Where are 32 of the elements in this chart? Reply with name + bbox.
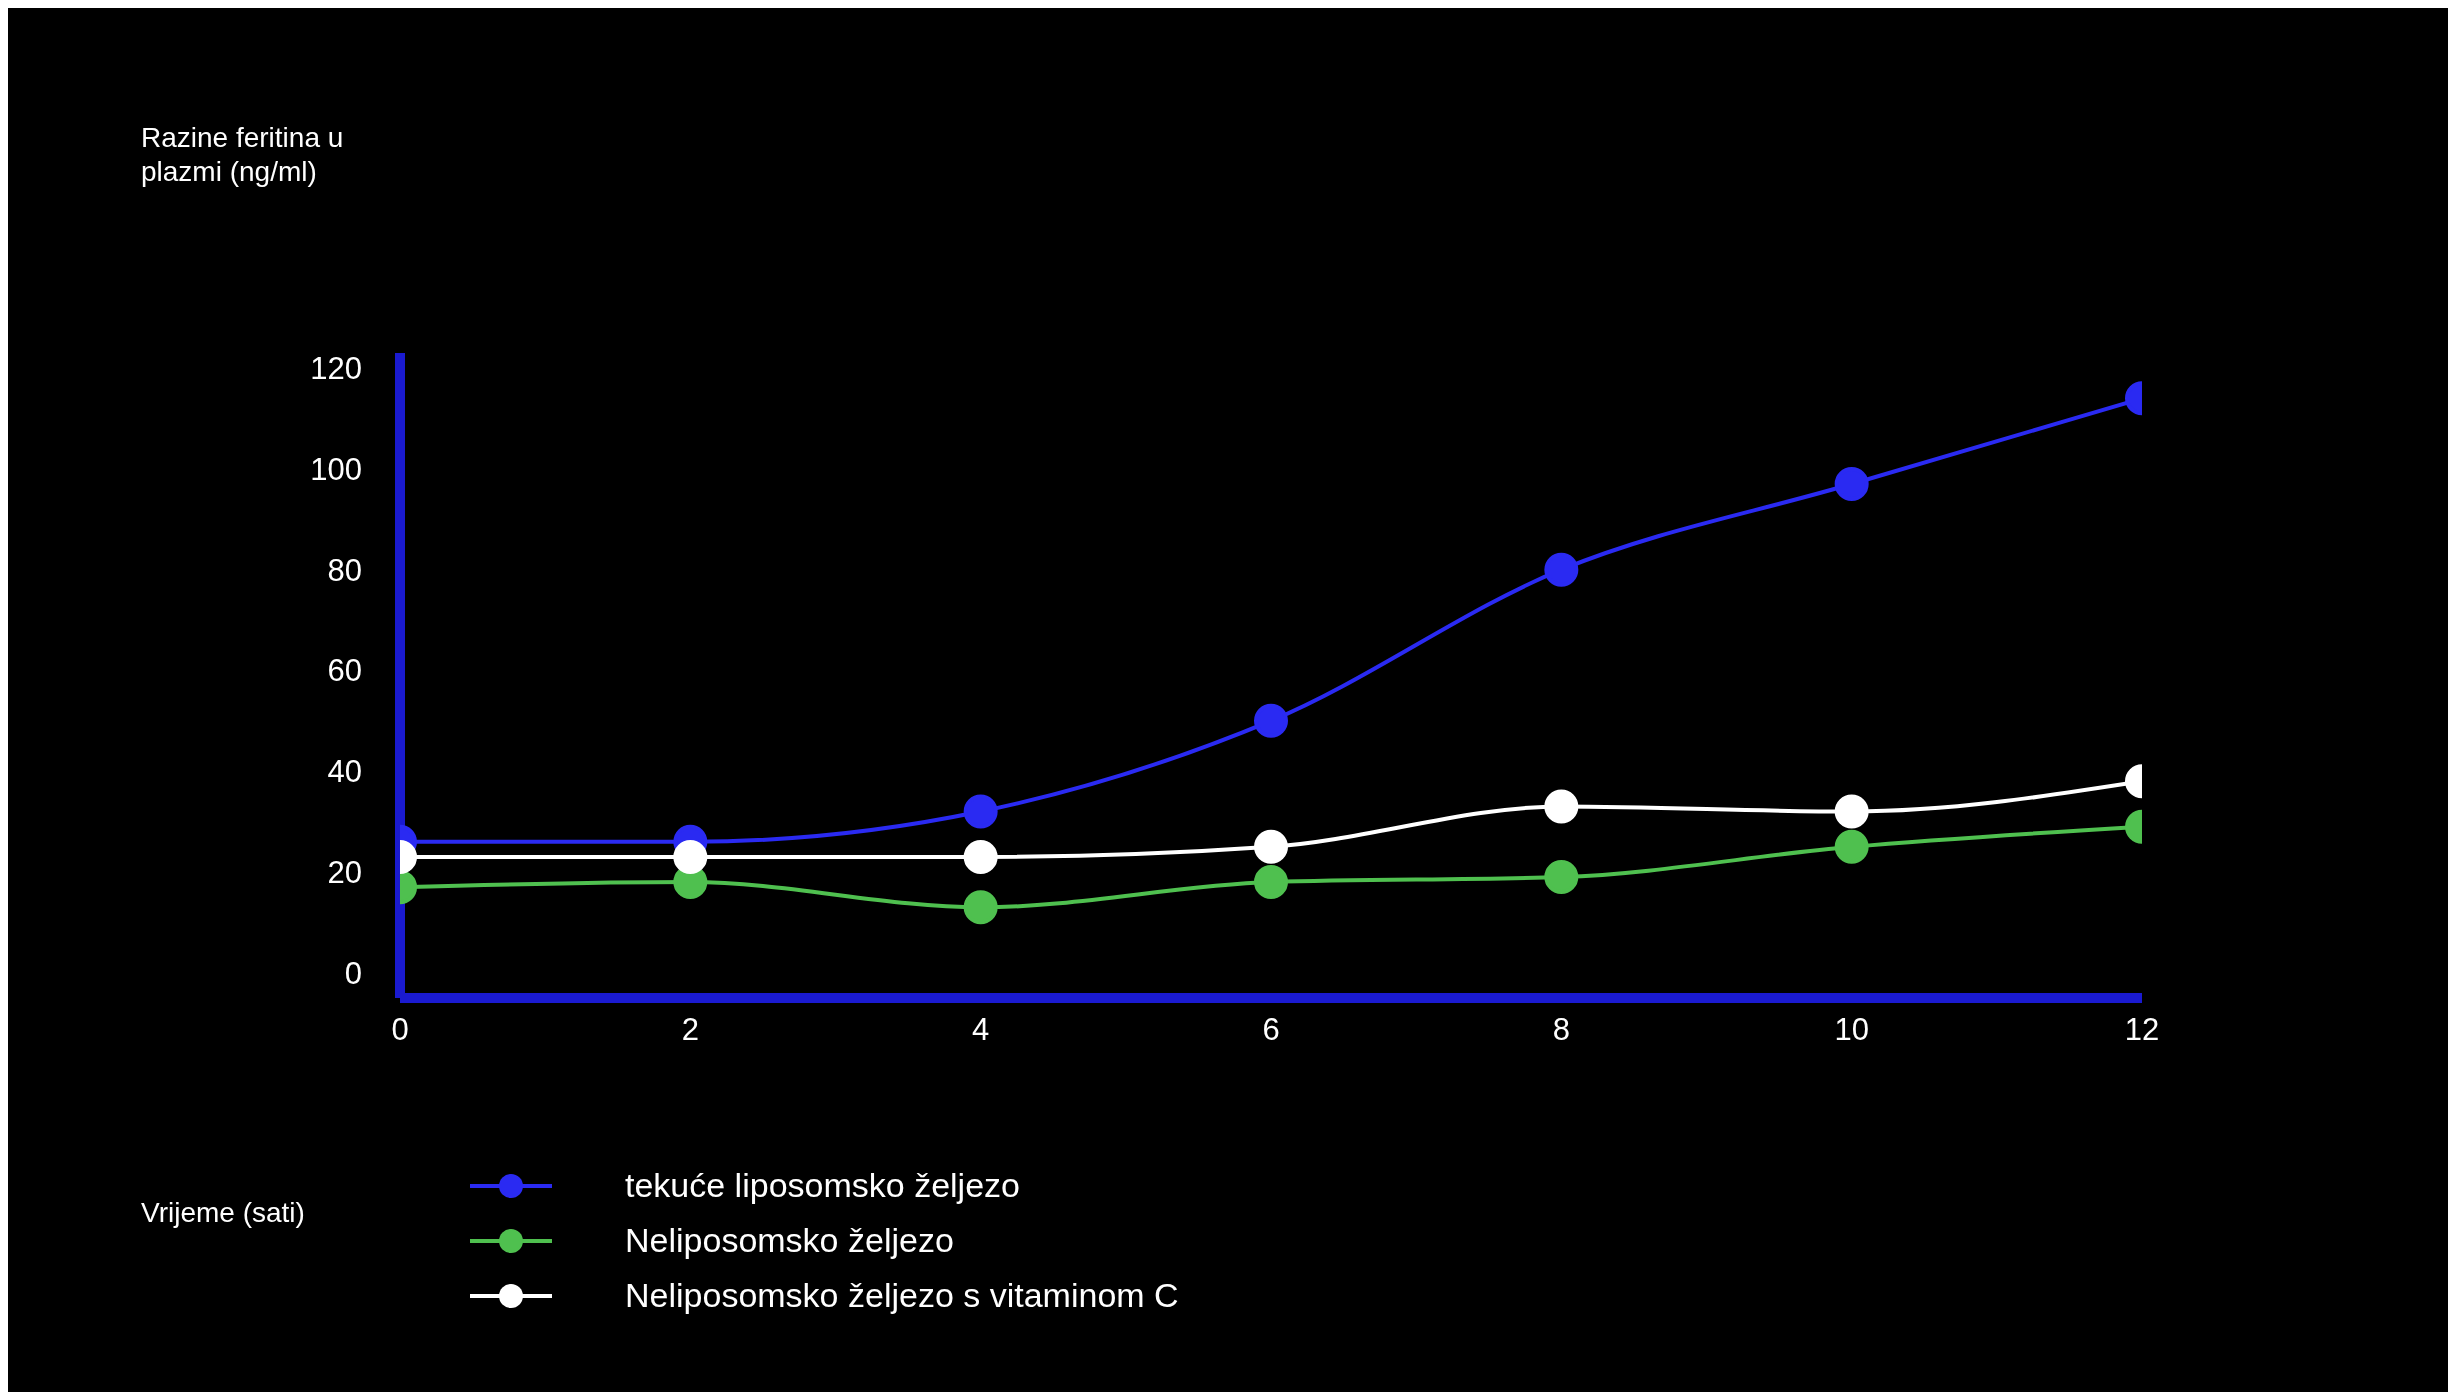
- y-tick-label: 40: [327, 754, 362, 790]
- legend-label: Neliposomsko željezo s vitaminom C: [625, 1276, 1179, 1315]
- point: [963, 794, 998, 829]
- y-tick-label: 20: [327, 855, 362, 891]
- x-tick-label: 12: [2124, 1012, 2160, 1048]
- point: [1834, 794, 1869, 829]
- point: [1544, 552, 1579, 587]
- x-tick-label: 10: [1834, 1012, 1869, 1048]
- point: [1544, 789, 1579, 824]
- x-tick-label: 6: [1262, 1012, 1280, 1048]
- x-tick-label: 4: [972, 1012, 990, 1048]
- legend-label: tekuće liposomsko željezo: [625, 1166, 1020, 1205]
- point: [1834, 467, 1869, 502]
- y-tick-label: 100: [310, 451, 362, 487]
- x-tick-label: 2: [681, 1012, 699, 1048]
- point: [1834, 829, 1869, 864]
- point: [963, 890, 998, 925]
- y-tick-label: 0: [344, 955, 362, 991]
- legend-label: Neliposomsko željezo: [625, 1221, 954, 1260]
- x-tick-label: 0: [391, 1012, 409, 1048]
- point: [963, 839, 998, 874]
- point: [1254, 865, 1288, 900]
- text: Razine feritina u plazmi (ng/ml): [141, 121, 345, 189]
- y-tick-label: 60: [327, 653, 362, 689]
- point: [1254, 703, 1288, 738]
- point: [1254, 829, 1288, 864]
- point: [673, 839, 708, 874]
- point: [1544, 860, 1579, 895]
- text: Vrijeme (sati): [141, 1196, 305, 1230]
- y-tick-label: 80: [327, 552, 362, 588]
- x-tick-label: 8: [1552, 1012, 1570, 1048]
- y-tick-label: 120: [310, 351, 362, 387]
